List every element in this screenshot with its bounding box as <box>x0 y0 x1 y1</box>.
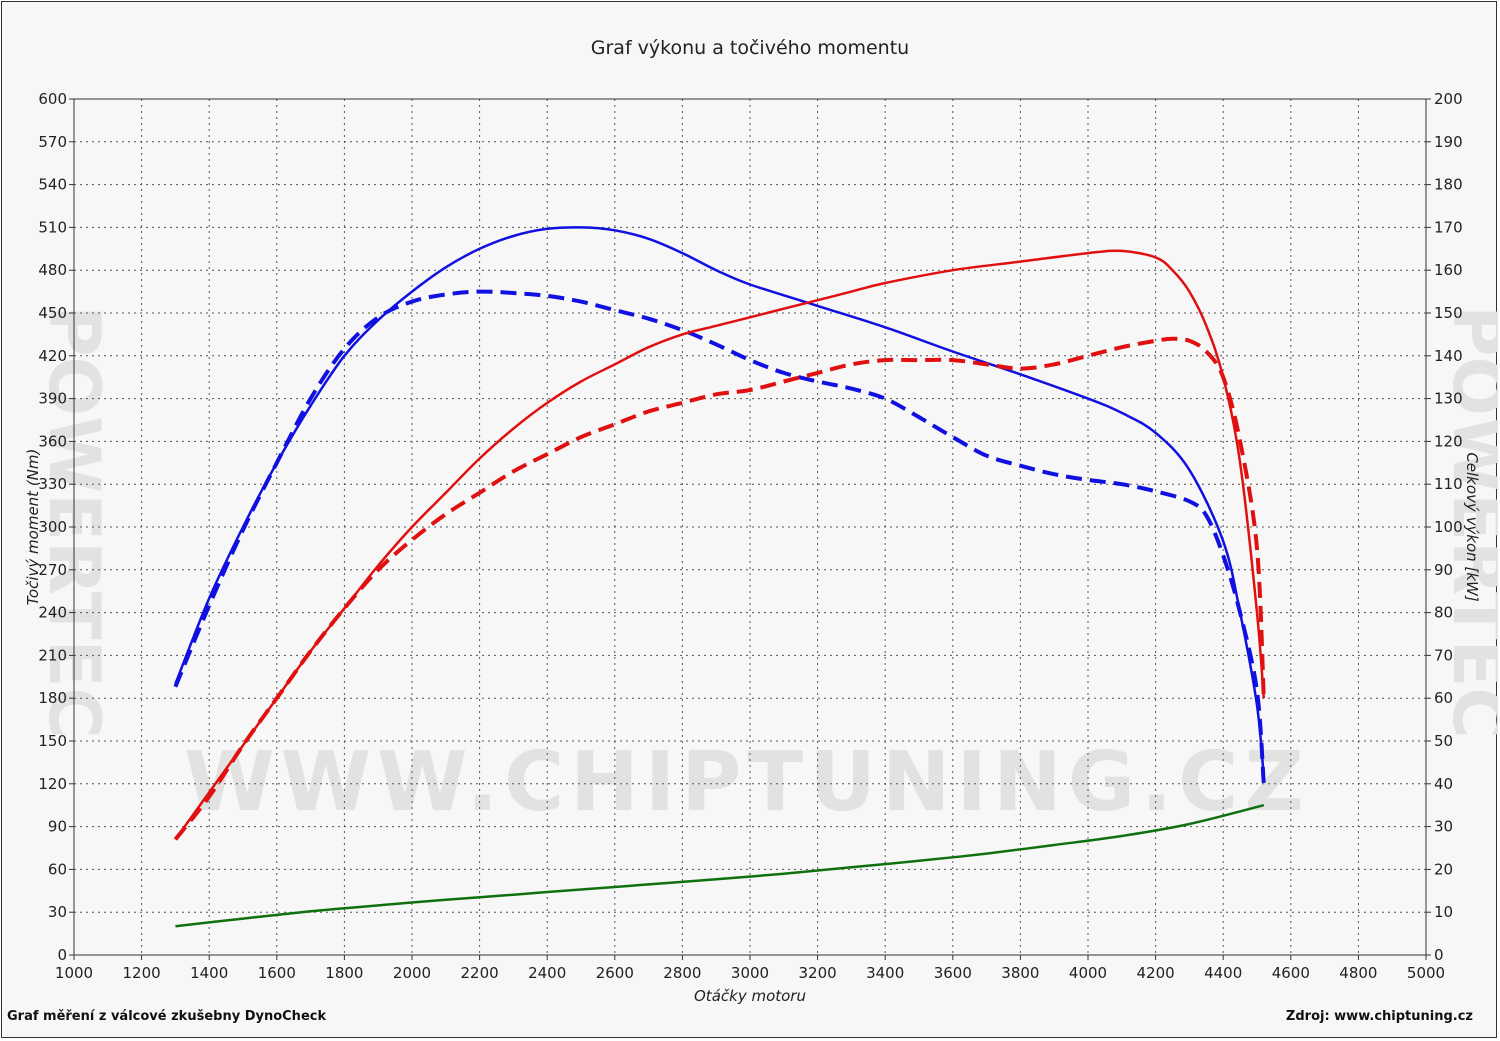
series-line-5 <box>175 803 1265 928</box>
y-left-tick-label: 120 <box>38 775 67 793</box>
x-tick-label: 4200 <box>1137 964 1175 982</box>
watermark-center: WWW.CHIPTUNING.CZ <box>184 735 1310 830</box>
x-tick-label: 1200 <box>123 964 161 982</box>
x-tick-label: 1400 <box>190 964 228 982</box>
y-right-tick-label: 0 <box>1434 946 1444 964</box>
x-tick-label: 1800 <box>325 964 363 982</box>
y-right-tick-label: 60 <box>1434 689 1453 707</box>
y-left-tick-label: 150 <box>38 732 67 750</box>
y-left-tick-label: 0 <box>57 946 67 964</box>
y-right-tick-label: 160 <box>1434 261 1463 279</box>
footer-right: Zdroj: www.chiptuning.cz <box>1286 1009 1473 1024</box>
y-left-tick-label: 270 <box>38 561 67 579</box>
y-left-tick-label: 210 <box>38 646 67 664</box>
y-right-tick-label: 200 <box>1434 90 1463 108</box>
x-tick-label: 3200 <box>799 964 837 982</box>
x-tick-label: 2600 <box>596 964 634 982</box>
y-right-tick-label: 170 <box>1434 218 1463 236</box>
x-axis-label: Otáčky motoru <box>694 987 806 1005</box>
axes: 1000 1200 1400 1600 1800 2000 2200 2400 2600 2800… <box>38 90 1462 982</box>
y-left-tick-label: 390 <box>38 390 67 408</box>
grid <box>74 99 1426 955</box>
footer-left: Graf měření z válcové zkušebny DynoCheck <box>7 1009 326 1024</box>
y-right-tick-label: 180 <box>1434 176 1463 194</box>
y-right-tick-label: 100 <box>1434 518 1463 536</box>
y-left-tick-label: 570 <box>38 133 67 151</box>
y-right-tick-label: 190 <box>1434 133 1463 151</box>
y-left-tick-label: 240 <box>38 604 67 622</box>
x-tick-label: 4600 <box>1272 964 1310 982</box>
x-tick-label: 3800 <box>1001 964 1039 982</box>
x-tick-label: 4400 <box>1204 964 1242 982</box>
y-right-tick-label: 130 <box>1434 390 1463 408</box>
y-left-tick-label: 30 <box>48 903 67 921</box>
y-left-tick-label: 420 <box>38 347 67 365</box>
y-left-tick-label: 90 <box>48 818 67 836</box>
y-right-tick-label: 10 <box>1434 903 1453 921</box>
x-tick-label: 2800 <box>663 964 701 982</box>
y-right-tick-label: 20 <box>1434 860 1453 878</box>
y-right-tick-label: 40 <box>1434 775 1453 793</box>
y-right-tick-label: 50 <box>1434 732 1453 750</box>
x-tick-label: 2200 <box>461 964 499 982</box>
y-right-tick-label: 90 <box>1434 561 1453 579</box>
y-left-tick-label: 540 <box>38 176 67 194</box>
y-axis-left-label: Točivý moment (Nm) <box>24 449 42 606</box>
series-line-4 <box>173 336 1266 841</box>
y-left-tick-label: 60 <box>48 860 67 878</box>
y-left-tick-label: 180 <box>38 689 67 707</box>
x-tick-label: 1600 <box>258 964 296 982</box>
y-left-tick-label: 480 <box>38 261 67 279</box>
watermark-right: POWERTEC <box>1437 305 1498 739</box>
y-right-tick-label: 150 <box>1434 304 1463 322</box>
y-left-tick-label: 330 <box>38 475 67 493</box>
series-line-2 <box>173 289 1266 784</box>
x-tick-label: 3600 <box>934 964 972 982</box>
x-tick-label: 5000 <box>1407 964 1445 982</box>
x-tick-label: 3400 <box>866 964 904 982</box>
series-line-1 <box>174 226 1266 777</box>
y-right-tick-label: 80 <box>1434 604 1453 622</box>
y-left-tick-label: 600 <box>38 90 67 108</box>
y-right-tick-label: 30 <box>1434 818 1453 836</box>
x-tick-label: 4800 <box>1339 964 1377 982</box>
y-left-tick-label: 510 <box>38 218 67 236</box>
x-tick-label: 1000 <box>55 964 93 982</box>
y-right-tick-label: 120 <box>1434 432 1463 450</box>
x-tick-label: 4000 <box>1069 964 1107 982</box>
y-right-tick-label: 140 <box>1434 347 1463 365</box>
y-left-tick-label: 360 <box>38 432 67 450</box>
series-layer <box>173 226 1266 928</box>
y-right-tick-label: 110 <box>1434 475 1463 493</box>
y-left-tick-label: 450 <box>38 304 67 322</box>
chart-title: Graf výkonu a točivého momentu <box>591 37 909 59</box>
x-tick-label: 3000 <box>731 964 769 982</box>
x-tick-label: 2000 <box>393 964 431 982</box>
y-right-tick-label: 70 <box>1434 646 1453 664</box>
watermark-layer: WWW.CHIPTUNING.CZ POWERTEC POWERTEC <box>33 305 1498 830</box>
y-left-tick-label: 300 <box>38 518 67 536</box>
y-axis-right-label: Celkový výkon [kW] <box>1463 452 1481 602</box>
x-tick-label: 2400 <box>528 964 566 982</box>
